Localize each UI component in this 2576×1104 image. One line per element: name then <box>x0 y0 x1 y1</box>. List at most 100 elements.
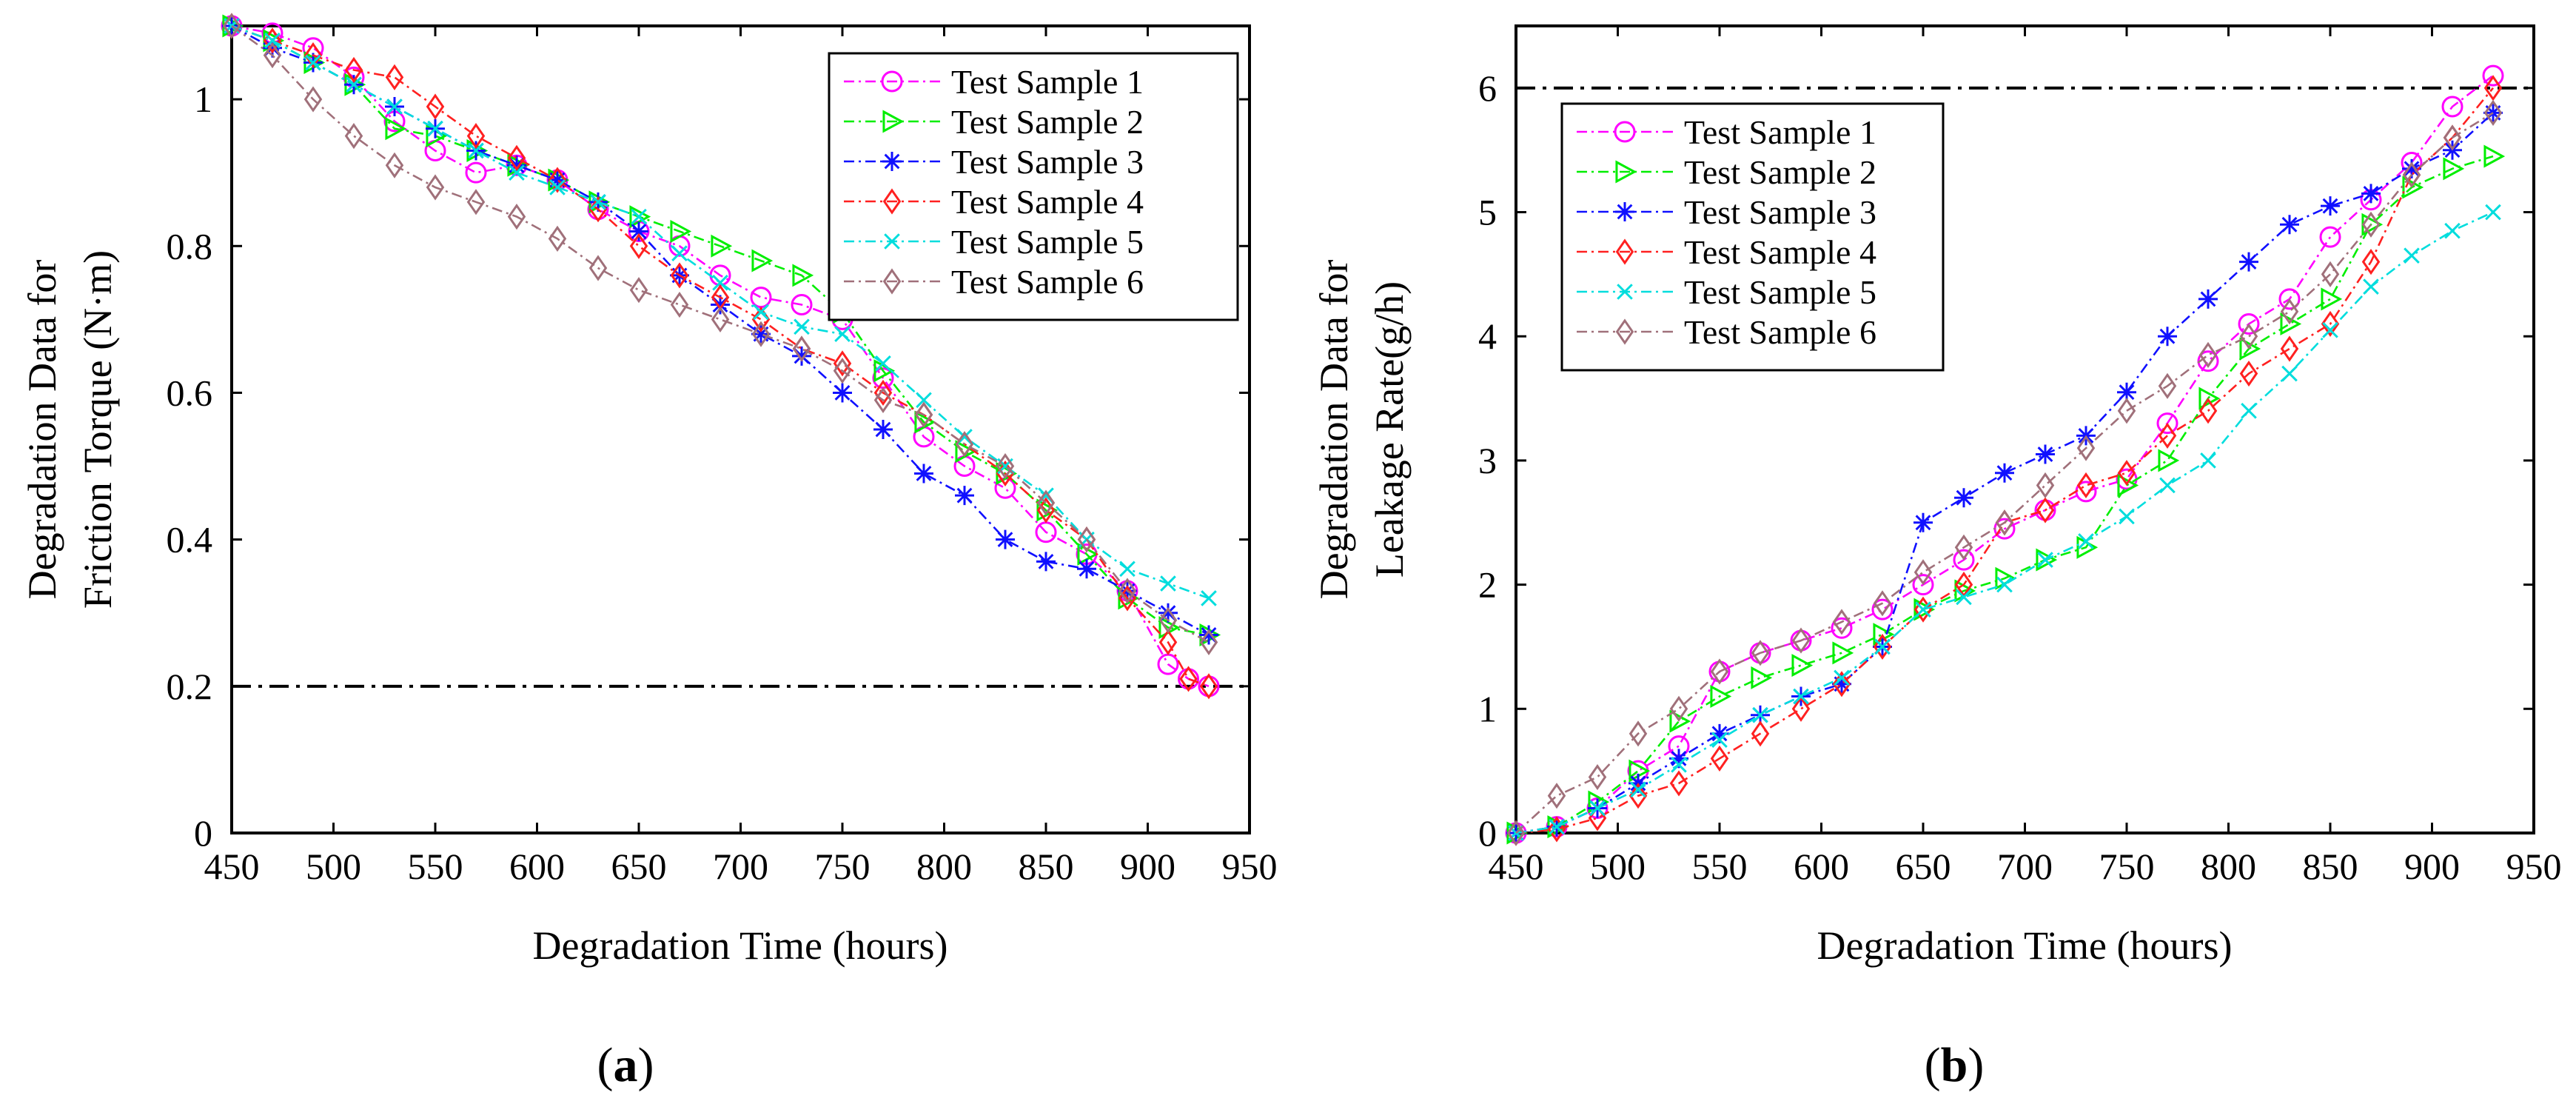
panel-b-series-6-point <box>2321 261 2340 287</box>
panel-b-series-1-point <box>2238 312 2260 335</box>
panel-a-series-4-point <box>385 64 404 90</box>
panel-b-legend-swatch-marker <box>1615 318 1634 345</box>
panel-a-series-5-point <box>1119 561 1136 578</box>
panel-a-x-tick-label: 850 <box>1019 846 1074 887</box>
panel-a-legend-item-1: Test Sample 1 <box>844 63 1144 101</box>
panel-a-series-2-line <box>231 24 1210 636</box>
panel-a-series-6-point <box>1158 607 1178 634</box>
panel-b-series-1-line <box>1515 75 2494 834</box>
panel-b-series-4-point <box>2036 497 2055 523</box>
panel-b-series-2-point <box>2239 337 2261 361</box>
panel-b-series-3-point <box>1913 512 1933 532</box>
panel-b-x-tick-label: 600 <box>1794 846 1849 887</box>
panel-a-x-tick-label: 600 <box>509 846 565 887</box>
panel-a-series-6-point <box>466 189 486 215</box>
panel-b-series-5-point <box>1711 732 1728 749</box>
panel-a-series-6-point <box>344 123 363 150</box>
panel-a-legend-label: Test Sample 2 <box>951 103 1144 141</box>
panel-b-legend-item-6: Test Sample 6 <box>1577 313 1876 351</box>
panel-b-series-3-point <box>2239 252 2258 272</box>
panel-a-series-3-point <box>629 221 648 241</box>
panel-b-series-4-point <box>2483 75 2503 101</box>
panel-b-series-5-point <box>2159 477 2176 494</box>
panel-b-series-6-point <box>1751 640 1770 666</box>
panel-b-series-3-point <box>2483 103 2503 123</box>
panel-b-series-5-point <box>1874 638 1891 655</box>
panel-b-series-5-point <box>1834 669 1850 686</box>
panel-b-series-6-point <box>1873 590 1892 617</box>
panel-a-legend-swatch-marker <box>884 233 900 250</box>
panel-a-legend-item-3: Test Sample 3 <box>844 143 1144 181</box>
panel-a-series-4-point <box>1179 666 1198 692</box>
panel-a-series-6-point <box>426 174 445 201</box>
panel-b-series-3-point <box>2361 184 2381 204</box>
panel-b-x-axis-title: Degradation Time (hours) <box>1817 923 2233 968</box>
panel-b-series-5-point <box>2281 365 2298 382</box>
panel-a-legend-swatch-marker <box>882 110 905 133</box>
panel-b-x-tick-label: 650 <box>1896 846 1951 887</box>
panel-a-series-4-point <box>873 379 893 407</box>
panel-a-series-6-point <box>385 152 404 178</box>
panel-b-series-3-point <box>1995 463 2014 483</box>
panel-a-series-4-point <box>426 93 445 120</box>
panel-b-series-group <box>1505 64 2506 846</box>
panel-a-series-3-point <box>263 38 282 58</box>
panel-b-series-6-point <box>2361 211 2381 238</box>
panel-a-series-3-point <box>507 155 526 175</box>
panel-b-series-3-point <box>2402 158 2421 178</box>
panel-a-series-6-point <box>711 306 730 332</box>
panel-b-series-6-point <box>1954 534 1973 561</box>
panel-a-series-6-point <box>222 13 241 39</box>
panel-b-series-2-line <box>1515 155 2494 834</box>
panel-b-series-3-point <box>1710 723 1729 743</box>
panel-a-y-tick-label: 0.8 <box>167 225 213 267</box>
panel-b-series-1-point <box>2319 226 2341 248</box>
panel-b-series-6-line <box>1515 112 2494 834</box>
panel-b-series-6-point <box>1506 820 1526 846</box>
panel-b-series-4-point <box>1710 745 1729 772</box>
panel-a-series-6-point <box>1036 489 1056 516</box>
panel-a-series-5-point <box>916 392 932 409</box>
panel-a-series-2-point <box>914 410 936 434</box>
panel-b-series-4-point <box>2117 460 2136 486</box>
panel-b-series-2-point <box>1710 685 1732 709</box>
panel-b-series-5-point <box>2119 508 2135 525</box>
panel-b-series-1-point <box>2441 96 2463 118</box>
panel-b-y-tick-label: 3 <box>1478 440 1497 481</box>
panel-a-y-tick-label: 0.4 <box>167 519 213 561</box>
panel-b-series-3-point <box>2158 327 2177 347</box>
panel-b-legend-swatch-marker <box>1617 284 1633 300</box>
panel-a-series-3-point <box>955 486 974 506</box>
panel-a-series-3-point <box>1077 559 1096 579</box>
panel-b-x-tick-label: 950 <box>2506 846 2562 887</box>
panel-a-series-2-point <box>751 249 774 272</box>
panel-b-series-6-point <box>2239 323 2258 349</box>
panel-b-series-3-point <box>1954 488 1973 508</box>
panel-a-series-5-point <box>386 98 403 115</box>
panel-a-series-5-point <box>590 194 606 210</box>
panel-a-series-3-point <box>751 324 771 344</box>
panel-b-x-tick-label: 550 <box>1692 846 1748 887</box>
panel-a-series-5-point <box>834 326 851 342</box>
panel-b-series-6-point <box>1913 559 1933 586</box>
panel-a-series-5-point <box>1201 590 1217 606</box>
panel-a-series-3-point <box>711 295 730 315</box>
panel-b-series-5-point <box>1752 706 1768 723</box>
panel-b-series-4-point <box>2361 249 2381 275</box>
panel-b-series-4-point <box>1791 695 1811 722</box>
panel-b-series-4-point <box>1751 720 1770 747</box>
panel-b-series-4-point <box>2280 335 2299 362</box>
panel-b-series-1-point <box>1871 598 1894 620</box>
panel-a-series-2-point <box>670 219 692 243</box>
panel-a-series-6-point <box>588 255 608 281</box>
panel-a-series-5-point <box>264 33 281 49</box>
panel-b-series-5-point <box>2363 278 2379 295</box>
panel-a-series-4-point <box>466 123 486 150</box>
panel-a-series-2-point <box>385 117 407 141</box>
panel-b-series-2-point <box>2321 287 2343 311</box>
panel-b-label-letter: b <box>1941 1038 1968 1092</box>
panel-a-series-6-point <box>629 277 648 304</box>
panel-a-series-3-point <box>873 420 893 439</box>
panel-a-series-6-point <box>955 431 974 458</box>
panel-b-series-6-point <box>2076 435 2096 461</box>
